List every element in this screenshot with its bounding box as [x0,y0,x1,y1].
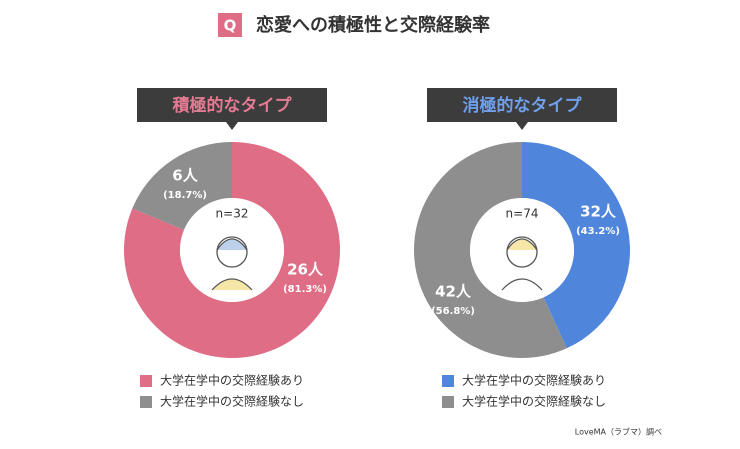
panel-title-pointer [226,122,238,130]
legend-label: 大学在学中の交際経験なし [462,394,606,409]
page-title: 恋愛への積極性と交際経験率 [256,14,490,36]
slice-count: 42人 [435,283,472,301]
q-badge-box [218,13,242,37]
slice-count: 32人 [580,203,617,221]
character-body [211,278,253,291]
character-hair [216,238,248,251]
donut-slice [132,142,232,230]
character-hair [506,238,538,251]
legend-swatch [140,375,152,387]
panel-title-box [427,88,617,122]
panel-title-box [137,88,327,122]
slice-share: (56.8%) [431,306,475,317]
panel-title: 積極的なタイプ [173,95,293,116]
slice-share: (18.7%) [163,190,207,201]
legend-label: 大学在学中の交際経験なし [160,394,304,409]
slice-share: (81.3%) [283,284,327,295]
donut-slice [413,142,567,358]
legend-label: 大学在学中の交際経験あり [462,373,606,388]
donut-slice [522,142,630,349]
slice-count: 26人 [287,261,324,279]
legend-swatch [442,375,454,387]
sample-size: n=32 [216,207,249,221]
source: LoveMA（ラブマ）調べ [575,427,662,437]
slice-share: (43.2%) [576,226,620,237]
legend-swatch [442,396,454,408]
sample-size: n=74 [506,207,539,221]
slice-count: 6人 [172,167,198,185]
q-badge: Q [224,17,237,35]
panel-title-pointer [516,122,528,130]
character-body [501,278,543,291]
legend-swatch [140,396,152,408]
donut-slice [124,142,340,358]
legend-label: 大学在学中の交際経験あり [160,373,304,388]
panel-title: 消極的なタイプ [463,95,583,116]
